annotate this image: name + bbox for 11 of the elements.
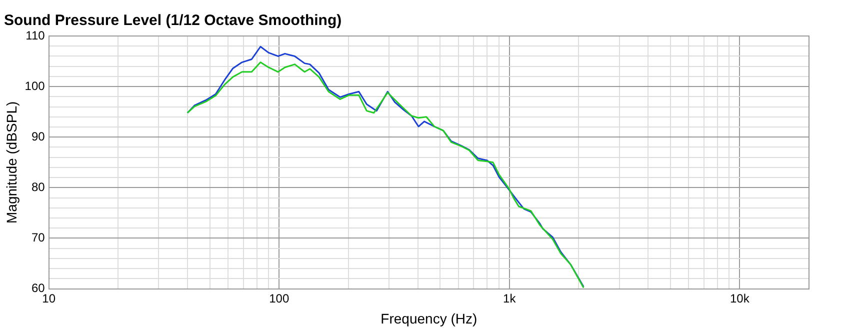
y-tick-label: 70 (31, 230, 46, 245)
x-tick-label: 10k (730, 291, 750, 306)
x-axis-title: Frequency (Hz) (380, 310, 478, 326)
x-tick-label: 100 (269, 291, 290, 306)
y-tick-label: 80 (31, 180, 46, 194)
chart-title: Sound Pressure Level (1/12 Octave Smoothing) (4, 12, 342, 30)
y-axis-title: Magnitude (dBSPL) (3, 101, 20, 224)
y-tick-label: 100 (24, 78, 46, 93)
y-tick-label: 110 (26, 28, 46, 42)
y-tick-label: 90 (31, 129, 46, 144)
x-tick-label: 1k (503, 291, 517, 306)
